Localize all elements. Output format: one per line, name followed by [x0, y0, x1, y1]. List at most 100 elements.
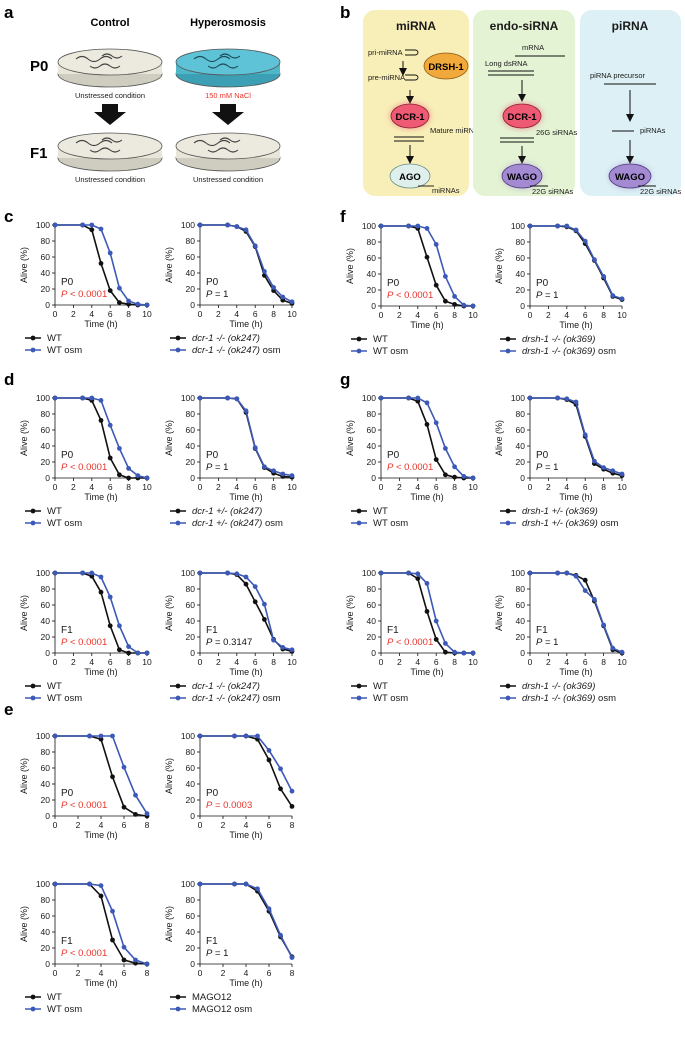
y-axis-label: Alive (%) — [345, 595, 355, 631]
x-tick-label: 4 — [564, 657, 569, 667]
x-tick-label: 6 — [122, 820, 127, 830]
duplex-rna-icon — [394, 136, 424, 142]
p-value-label: P = 0.3147 — [206, 637, 252, 648]
data-point-osm — [610, 645, 616, 651]
data-point-osm — [573, 573, 579, 579]
y-tick-label: 60 — [367, 425, 377, 435]
data-point-osm — [592, 597, 597, 602]
y-tick-label: 40 — [516, 269, 526, 279]
x-tick-label: 6 — [583, 482, 588, 492]
generation-label: P0 — [61, 450, 74, 461]
data-point-osm — [415, 223, 421, 229]
y-tick-label: 0 — [45, 648, 50, 658]
x-tick-label: 10 — [287, 657, 297, 667]
x-tick-label: 8 — [452, 657, 457, 667]
p-value-label: P = 1 — [206, 289, 228, 300]
y-tick-label: 80 — [41, 409, 51, 419]
data-point-osm — [225, 395, 231, 401]
y-tick-label: 0 — [45, 811, 50, 821]
x-tick-label: 0 — [528, 310, 533, 320]
data-point-osm — [117, 446, 122, 451]
data-point-osm — [424, 581, 430, 586]
data-point-osm — [144, 650, 150, 656]
data-point-osm — [80, 395, 85, 401]
x-tick-label: 10 — [617, 657, 627, 667]
data-point-wt — [278, 786, 283, 792]
p-value-label: P = 0.0003 — [206, 800, 252, 811]
p-value-label: P = 1 — [206, 462, 228, 473]
data-point-wt — [424, 609, 430, 614]
y-tick-label: 60 — [41, 763, 51, 773]
data-point-wt — [121, 804, 127, 810]
y-tick-label: 20 — [186, 284, 196, 294]
data-point-wt — [110, 937, 115, 943]
y-tick-label: 40 — [186, 779, 196, 789]
x-tick-label: 8 — [271, 482, 276, 492]
p-value-label: P = 1 — [536, 637, 558, 648]
legend-entry: dcr-1 -/- (ok247) osm — [192, 345, 281, 356]
y-tick-label: 100 — [36, 220, 50, 230]
x-tick-label: 4 — [564, 310, 569, 320]
data-point-osm — [280, 645, 286, 650]
data-point-wt — [98, 589, 104, 595]
data-point-osm — [266, 748, 272, 753]
legend-entry: WT osm — [373, 346, 408, 357]
data-point-wt — [252, 599, 258, 605]
chart-g1: 0 20 40 60 80 100 0 2 4 6 8 10 Time (h) Alive (%) P0P … — [345, 393, 478, 529]
y-axis-label: Alive (%) — [164, 247, 174, 283]
26g-sirna-label: 26G siRNAs — [536, 128, 578, 137]
y-tick-label: 80 — [186, 747, 196, 757]
data-point-wt — [133, 812, 138, 817]
data-point-osm — [424, 400, 430, 406]
legend-entry: WT osm — [47, 1004, 82, 1015]
legend-marker — [175, 508, 181, 514]
data-point-osm — [573, 227, 579, 233]
y-tick-label: 0 — [45, 473, 50, 483]
data-point-osm — [619, 649, 625, 655]
chart-d1: 0 20 40 60 80 100 0 2 4 6 8 10 Time (h) Alive (%) P0P … — [19, 393, 152, 529]
x-axis-label: Time (h) — [229, 319, 262, 329]
y-tick-label: 100 — [181, 568, 195, 578]
legend-entry: WT — [373, 681, 388, 692]
data-point-osm — [433, 420, 439, 426]
x-tick-label: 2 — [397, 482, 402, 492]
data-point-osm — [197, 733, 203, 739]
panel-letter-b: b — [340, 3, 350, 22]
y-tick-label: 60 — [186, 763, 196, 773]
arrow-down-icon — [212, 104, 244, 125]
legend-marker — [175, 994, 181, 1000]
data-point-osm — [144, 302, 150, 308]
x-tick-label: 0 — [53, 968, 58, 978]
chart-d2: 0 20 40 60 80 100 0 2 4 6 8 10 Time (h) Alive (%) P0P … — [164, 393, 297, 529]
data-point-osm — [564, 570, 570, 576]
y-tick-label: 40 — [367, 441, 377, 451]
data-point-osm — [582, 238, 588, 244]
data-point-osm — [289, 647, 295, 653]
y-axis-label: Alive (%) — [345, 248, 355, 284]
legend-entry: MAGO12 — [192, 992, 232, 1003]
data-point-osm — [107, 250, 113, 256]
data-point-osm — [610, 293, 616, 298]
y-tick-label: 100 — [36, 879, 50, 889]
y-axis-label: Alive (%) — [19, 906, 29, 942]
p-value-label: P < 0.0001 — [61, 948, 107, 959]
data-point-osm — [197, 395, 203, 401]
y-tick-label: 100 — [511, 393, 525, 403]
x-tick-label: 0 — [528, 657, 533, 667]
x-tick-label: 2 — [216, 309, 221, 319]
data-point-osm — [573, 399, 579, 405]
data-point-osm — [415, 395, 421, 401]
data-point-osm — [52, 881, 58, 887]
chart-g2: 0 20 40 60 80 100 0 2 4 6 8 10 Time (h) Alive (%) P0P … — [494, 393, 627, 529]
y-tick-label: 100 — [362, 221, 376, 231]
data-point-osm — [461, 650, 467, 656]
data-point-osm — [619, 471, 625, 477]
legend-marker — [175, 1006, 181, 1012]
pirna-box-title: piRNA — [612, 19, 649, 33]
x-axis-label: Time (h) — [84, 830, 117, 840]
x-tick-label: 8 — [601, 657, 606, 667]
data-point-wt — [582, 577, 588, 583]
x-axis-label: Time (h) — [410, 492, 443, 502]
p-value-label: P = 1 — [206, 948, 228, 959]
long-dsrna-label: Long dsRNA — [485, 59, 528, 68]
